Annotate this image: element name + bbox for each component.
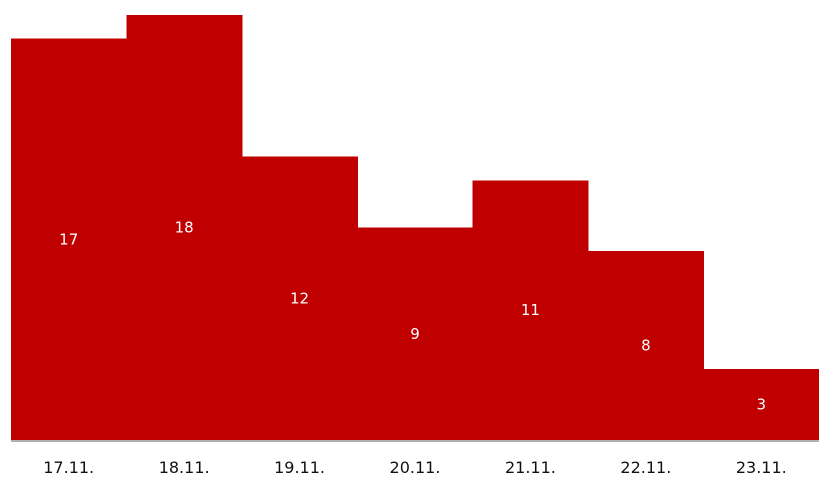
- data-label: 17: [59, 230, 78, 248]
- x-tick-label: 23.11.: [736, 458, 787, 477]
- data-label: 3: [757, 396, 767, 414]
- x-tick-label: 21.11.: [505, 458, 556, 477]
- bar-21.11.: [472, 180, 589, 440]
- data-label: 9: [410, 325, 420, 343]
- bar-17.11.: [11, 38, 128, 441]
- x-tick-label: 20.11.: [390, 458, 441, 477]
- data-label: 11: [521, 301, 540, 319]
- data-label: 8: [641, 337, 651, 355]
- x-tick-label: 17.11.: [43, 458, 94, 477]
- bar-23.11.: [703, 369, 819, 440]
- data-label: 18: [175, 219, 194, 237]
- bar-19.11.: [241, 156, 358, 441]
- x-tick-label: 22.11.: [620, 458, 671, 477]
- x-tick-label: 18.11.: [159, 458, 210, 477]
- x-tick-label: 19.11.: [274, 458, 325, 477]
- data-labels-group: 17 18 12 9 11 8 3: [59, 219, 766, 414]
- bar-18.11.: [126, 15, 243, 440]
- bar-20.11.: [357, 227, 474, 440]
- x-tick-labels-group: 17.11. 18.11. 19.11. 20.11. 21.11. 22.11. 23.1…: [43, 458, 786, 477]
- bars-group: [11, 15, 819, 441]
- bar-22.11.: [588, 251, 705, 440]
- data-label: 12: [290, 289, 309, 307]
